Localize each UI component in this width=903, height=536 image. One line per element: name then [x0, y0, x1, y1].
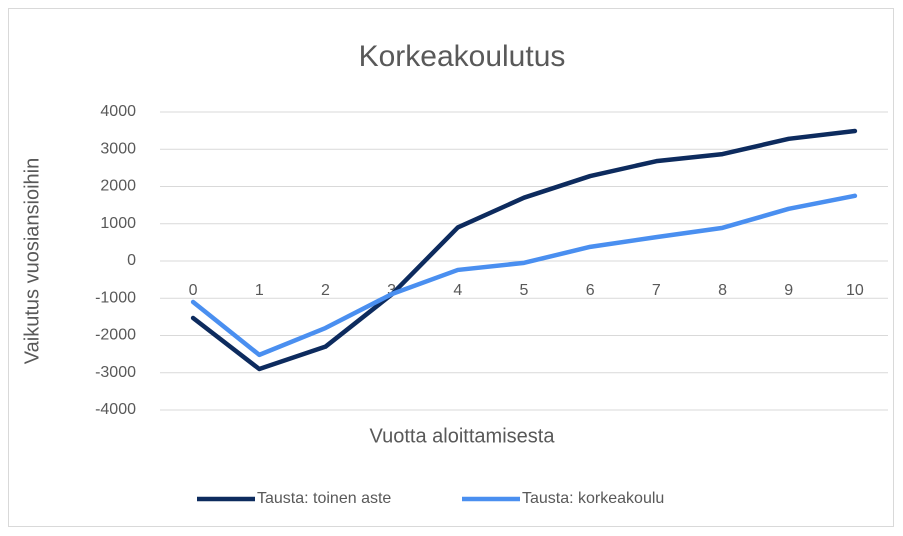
x-tick-label: 5	[520, 282, 529, 299]
x-tick-label: 9	[784, 282, 793, 299]
legend-label: Tausta: toinen aste	[257, 490, 391, 507]
x-tick-label: 1	[255, 282, 264, 299]
x-tick-label: 3	[387, 282, 396, 299]
x-tick-label: 7	[652, 282, 661, 299]
x-tick-label: 4	[453, 282, 462, 299]
legend-label: Tausta: korkeakoulu	[522, 490, 664, 507]
x-axis-label: Vuotta aloittamisesta	[370, 425, 556, 447]
y-tick-label: -3000	[95, 364, 136, 381]
chart-border	[8, 8, 894, 527]
y-tick-label: -1000	[95, 289, 136, 306]
y-tick-label: 0	[127, 252, 136, 269]
x-tick-label: 8	[718, 282, 727, 299]
y-axis-label: Vaikutus vuosiansioihin	[21, 158, 43, 364]
x-tick-label: 2	[321, 282, 330, 299]
y-tick-label: 2000	[100, 178, 136, 195]
y-tick-label: -2000	[95, 327, 136, 344]
series-line	[190, 128, 858, 372]
x-tick-label: 10	[846, 282, 864, 299]
x-tick-label: 6	[586, 282, 595, 299]
y-tick-label: 1000	[100, 215, 136, 232]
y-tick-label: -4000	[95, 401, 136, 418]
y-tick-label: 4000	[100, 103, 136, 120]
series-line	[190, 193, 858, 358]
y-tick-label: 3000	[100, 140, 136, 157]
chart-title: Korkeakoulutus	[359, 40, 566, 73]
x-tick-label: 0	[189, 282, 198, 299]
